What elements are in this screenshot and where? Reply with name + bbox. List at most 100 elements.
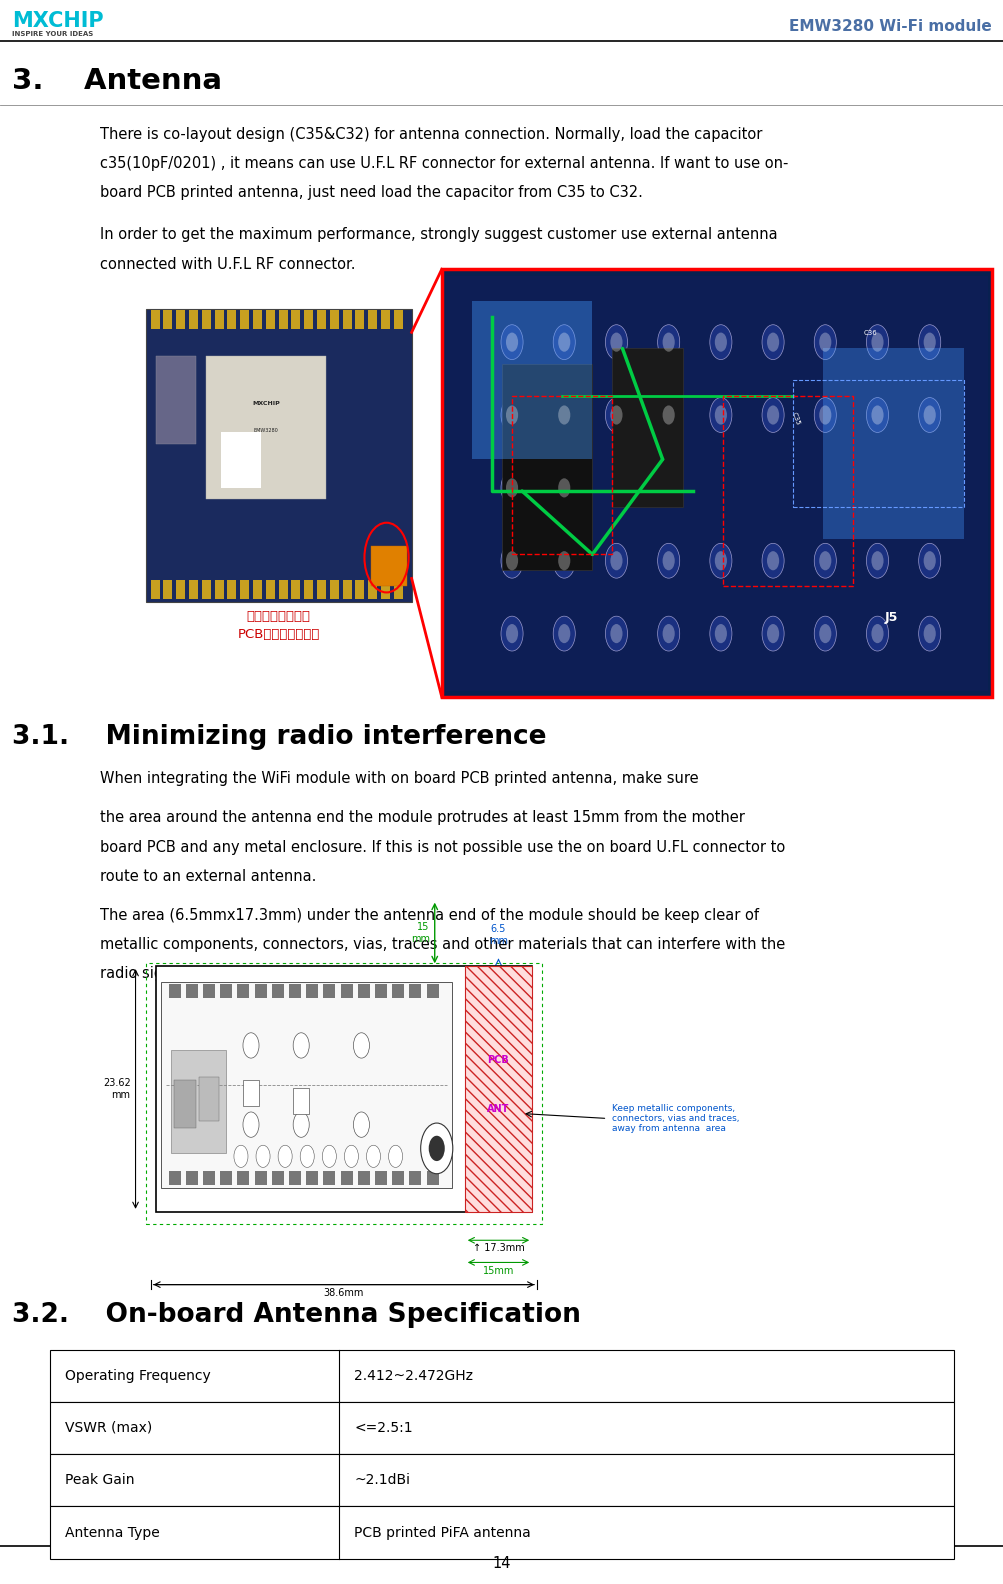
Circle shape — [553, 470, 575, 505]
Bar — [409, 1171, 421, 1185]
Circle shape — [558, 478, 570, 497]
Circle shape — [866, 325, 888, 360]
Circle shape — [918, 325, 940, 360]
Text: Keep metallic components,
connectors, vias and traces,
away from antenna  area: Keep metallic components, connectors, vi… — [612, 1104, 739, 1134]
Bar — [323, 984, 335, 998]
Bar — [272, 1171, 284, 1185]
Bar — [202, 580, 211, 599]
Circle shape — [610, 333, 622, 352]
Bar — [371, 546, 406, 586]
Text: Operating Frequency: Operating Frequency — [65, 1369, 211, 1383]
Circle shape — [918, 398, 940, 432]
Circle shape — [506, 624, 518, 643]
Text: When integrating the WiFi module with on board PCB printed antenna, make sure: When integrating the WiFi module with on… — [100, 771, 698, 786]
Bar — [293, 1088, 309, 1114]
Bar — [203, 984, 215, 998]
Bar — [169, 1171, 181, 1185]
Circle shape — [558, 551, 570, 570]
Text: board PCB printed antenna, just need load the capacitor from C35 to C32.: board PCB printed antenna, just need loa… — [100, 185, 643, 200]
Circle shape — [243, 1033, 259, 1058]
Text: C36: C36 — [863, 329, 877, 336]
Bar — [329, 310, 339, 329]
Bar — [150, 580, 159, 599]
Bar — [206, 356, 326, 499]
Circle shape — [657, 543, 679, 578]
Text: There is co-layout design (C35&C32) for antenna connection. Normally, load the c: There is co-layout design (C35&C32) for … — [100, 127, 762, 141]
Bar — [502, 364, 592, 570]
Circle shape — [256, 1145, 270, 1167]
Bar — [357, 1171, 369, 1185]
Bar — [342, 580, 351, 599]
Circle shape — [558, 624, 570, 643]
Circle shape — [500, 325, 523, 360]
Bar — [203, 1171, 215, 1185]
Bar — [291, 310, 300, 329]
Circle shape — [605, 616, 627, 651]
Text: J5: J5 — [884, 611, 898, 624]
Bar — [822, 348, 963, 539]
Circle shape — [366, 1145, 380, 1167]
Text: ~2.1dBi: ~2.1dBi — [354, 1473, 410, 1487]
Bar — [50, 1506, 953, 1559]
Bar — [355, 310, 364, 329]
Bar — [253, 310, 262, 329]
Circle shape — [714, 551, 726, 570]
Bar — [426, 1171, 438, 1185]
Bar — [368, 310, 377, 329]
Bar — [306, 984, 318, 998]
Bar — [409, 984, 421, 998]
Circle shape — [605, 398, 627, 432]
Bar — [381, 310, 389, 329]
Circle shape — [506, 551, 518, 570]
Bar — [272, 984, 284, 998]
Bar — [145, 309, 411, 602]
Circle shape — [813, 543, 835, 578]
Bar — [199, 1077, 219, 1121]
Text: MXCHIP: MXCHIP — [252, 401, 280, 407]
Bar — [215, 310, 224, 329]
Bar — [255, 984, 267, 998]
Circle shape — [300, 1145, 314, 1167]
Circle shape — [813, 325, 835, 360]
Circle shape — [234, 1145, 248, 1167]
Circle shape — [657, 398, 679, 432]
Circle shape — [610, 551, 622, 570]
Bar — [304, 580, 313, 599]
Circle shape — [766, 406, 778, 425]
Bar — [426, 984, 438, 998]
Bar — [169, 984, 181, 998]
Circle shape — [662, 624, 674, 643]
Text: ANT: ANT — [486, 1104, 510, 1114]
Bar — [155, 966, 532, 1212]
Bar — [50, 1454, 953, 1506]
Bar — [155, 356, 196, 444]
Circle shape — [662, 333, 674, 352]
Text: PCB printed PiFA antenna: PCB printed PiFA antenna — [354, 1525, 531, 1540]
Circle shape — [761, 325, 783, 360]
Circle shape — [553, 398, 575, 432]
Circle shape — [662, 551, 674, 570]
Circle shape — [918, 616, 940, 651]
Bar — [177, 580, 185, 599]
Text: 3.    Antenna: 3. Antenna — [12, 67, 222, 95]
Circle shape — [923, 551, 935, 570]
Text: 15
mm: 15 mm — [410, 922, 429, 944]
Bar — [323, 1171, 335, 1185]
Circle shape — [871, 406, 883, 425]
Text: VSWR (max): VSWR (max) — [65, 1421, 152, 1435]
Circle shape — [500, 470, 523, 505]
Circle shape — [506, 406, 518, 425]
Text: ↑ 17.3mm: ↑ 17.3mm — [472, 1243, 524, 1253]
Bar — [238, 984, 250, 998]
Circle shape — [709, 543, 731, 578]
Bar — [340, 984, 352, 998]
Text: In order to get the maximum performance, strongly suggest customer use external : In order to get the maximum performance,… — [100, 227, 777, 242]
Text: 6.5
mm: 6.5 mm — [488, 923, 508, 946]
Bar — [289, 1171, 301, 1185]
Bar — [355, 580, 364, 599]
Bar — [464, 966, 532, 1212]
Bar — [186, 1171, 198, 1185]
Circle shape — [813, 616, 835, 651]
Circle shape — [871, 333, 883, 352]
Bar — [381, 580, 389, 599]
